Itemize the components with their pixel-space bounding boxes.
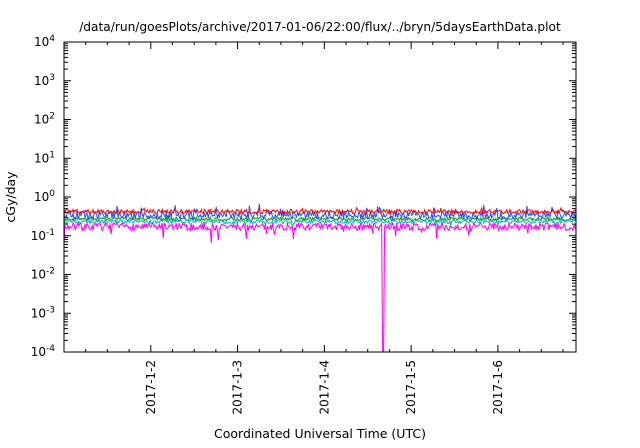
x-tick-label: 2017-1-3 <box>231 360 245 414</box>
x-tick-label: 2017-1-4 <box>317 360 331 414</box>
plot-area <box>64 42 576 352</box>
y-axis-label: cGy/day <box>3 171 18 223</box>
y-tick-label: 10-2 <box>31 267 55 282</box>
series-lines <box>64 203 576 352</box>
plot-border <box>63 41 577 353</box>
x-tick-label: 2017-1-6 <box>491 360 505 414</box>
y-tick-label: 101 <box>34 150 55 165</box>
y-tick-label: 10-1 <box>31 228 55 243</box>
series-line-blue <box>64 203 576 221</box>
series-line-magenta <box>64 221 576 352</box>
x-tick-label: 2017-1-5 <box>404 360 418 414</box>
series-line-red <box>64 206 576 216</box>
y-tick-label: 100 <box>34 189 55 204</box>
x-axis-label: Coordinated Universal Time (UTC) <box>214 426 426 441</box>
chart-title: /data/run/goesPlots/archive/2017-01-06/2… <box>79 20 561 34</box>
y-tick-label: 102 <box>34 112 55 127</box>
x-tick-label: 2017-1-2 <box>144 360 158 414</box>
y-tick-label: 103 <box>34 73 55 88</box>
y-tick-label: 10-4 <box>31 344 56 359</box>
y-tick-label: 10-3 <box>31 305 55 320</box>
y-tick-label: 104 <box>34 34 55 49</box>
axis-ticks: 104 103 102 101 100 10-1 10-2 10-3 10-4 2017-1-2 2… <box>31 34 577 414</box>
